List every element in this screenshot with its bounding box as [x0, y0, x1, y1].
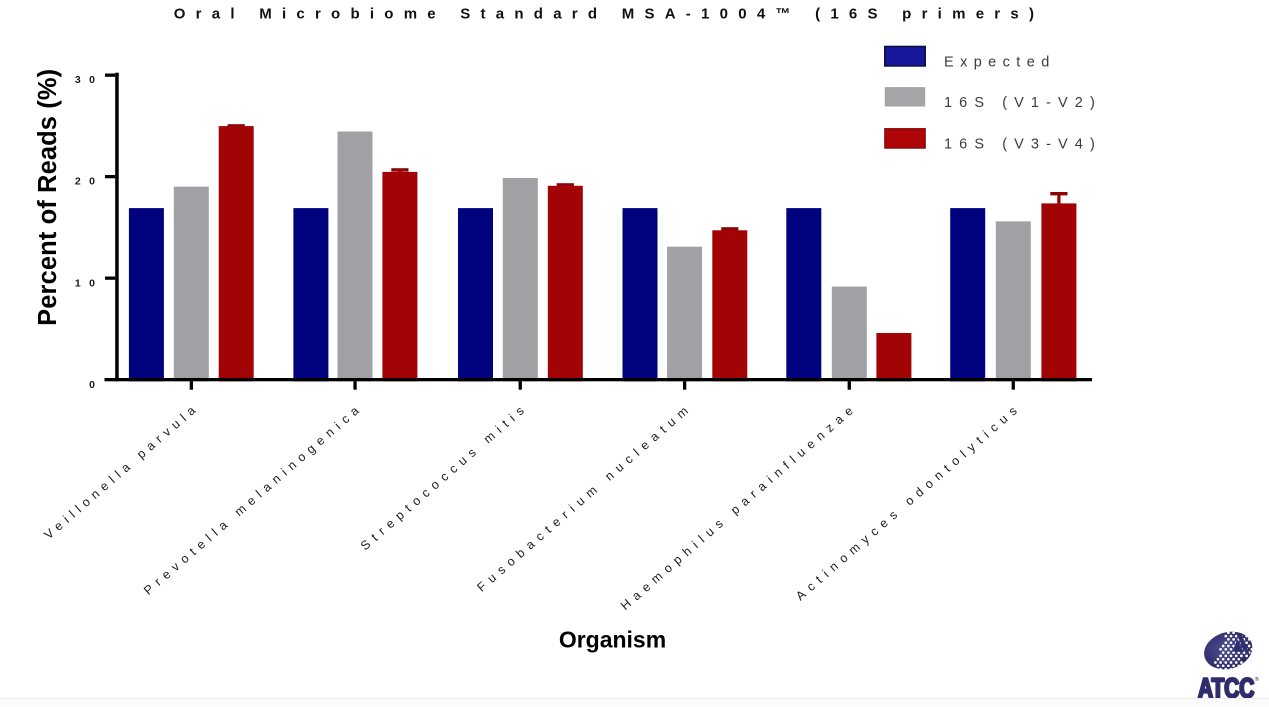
svg-text:20: 20: [75, 176, 104, 188]
svg-text:Oral Microbiome Standard MSA-1: Oral Microbiome Standard MSA-1004™ (16S …: [174, 5, 1044, 22]
svg-text:10: 10: [75, 277, 104, 289]
svg-text:Organism: Organism: [559, 627, 666, 653]
svg-text:®: ®: [1255, 676, 1260, 683]
svg-text:30: 30: [75, 74, 104, 86]
svg-text:Expected: Expected: [944, 55, 1056, 71]
svg-text:16S (V1-V2): 16S (V1-V2): [944, 95, 1102, 111]
svg-text:Percent of Reads (%): Percent of Reads (%): [34, 69, 62, 326]
svg-text:16S (V3-V4): 16S (V3-V4): [944, 137, 1102, 153]
svg-text:0: 0: [89, 379, 103, 391]
